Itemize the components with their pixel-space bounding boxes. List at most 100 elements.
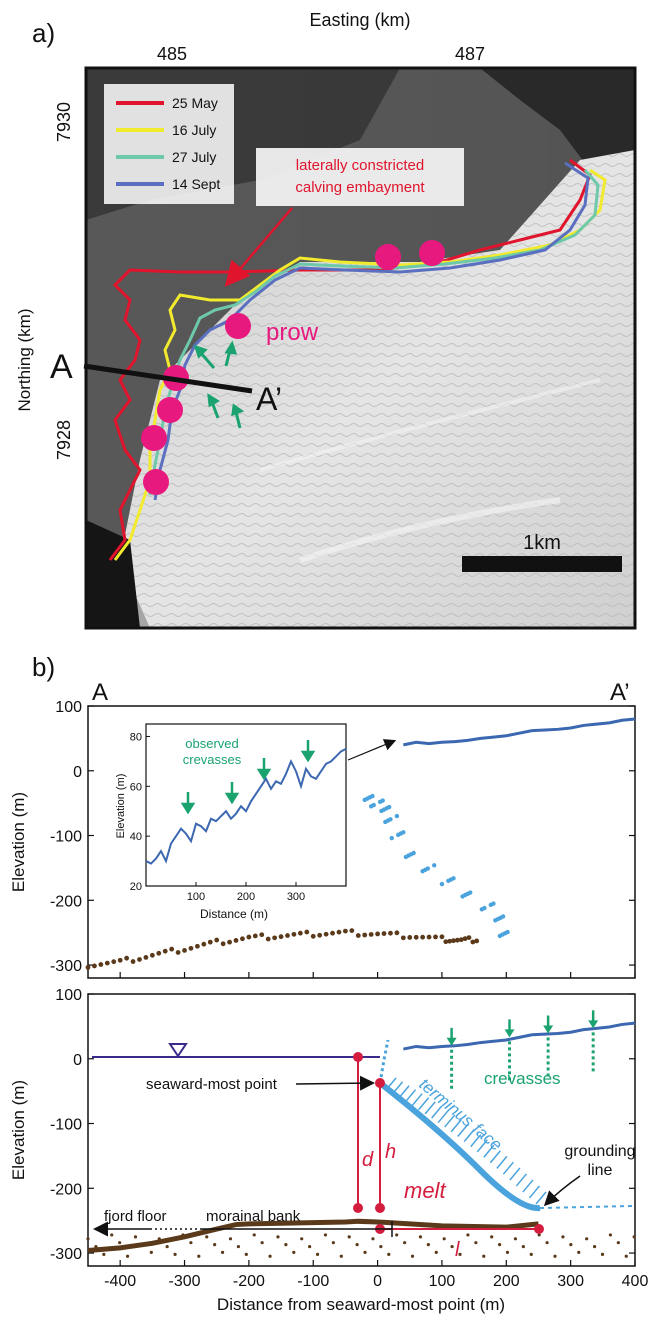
bottom-x-tick-label: -400 xyxy=(104,1273,136,1290)
panel-a-frame xyxy=(84,66,637,630)
bottom-sediment-dot xyxy=(110,1233,114,1237)
bottom-x-tick-label: -200 xyxy=(233,1273,265,1290)
top-bed-point xyxy=(207,939,213,945)
top-face-point xyxy=(505,929,510,935)
top-bed-point xyxy=(400,935,406,941)
bottom-sediment-dot xyxy=(616,1241,620,1245)
bottom-chart: 100 0 -100 -200 -300 -400 -300 -200 -100 0 100 200… xyxy=(9,987,648,1314)
bottom-sediment-dot xyxy=(228,1237,233,1241)
bottom-sediment-dot xyxy=(252,1233,256,1237)
bottom-sediment-dot xyxy=(339,1254,343,1258)
inset-x-tick-label: 300 xyxy=(287,891,305,903)
terminus-line-25-may xyxy=(108,158,592,561)
panel-a-ytick: 7928 xyxy=(54,420,74,460)
inset-xlabel: Distance (m) xyxy=(200,907,268,921)
inset-y-tick-label: 40 xyxy=(130,831,142,843)
top-face-point xyxy=(394,813,400,819)
calving-dot xyxy=(141,425,167,451)
bottom-sediment-dot xyxy=(569,1243,573,1247)
top-bed-point xyxy=(454,937,460,943)
bottom-sediment-dot xyxy=(236,1244,240,1249)
section-line xyxy=(83,363,253,394)
top-bed-point xyxy=(98,962,104,967)
top-bed-point xyxy=(297,930,303,936)
top-bed-point xyxy=(349,928,355,933)
top-face-point xyxy=(482,905,487,911)
bottom-sediment-dot xyxy=(331,1241,335,1245)
hatch-stroke xyxy=(489,1150,501,1164)
bottom-sediment-dot xyxy=(474,1241,478,1245)
top-bed-point xyxy=(272,935,278,941)
bottom-sediment-dot xyxy=(133,1235,138,1239)
bottom-sediment-dot xyxy=(553,1254,557,1258)
bottom-sediment-dot xyxy=(458,1252,462,1256)
bottom-sediment-dot xyxy=(323,1233,328,1237)
bottom-sediment-dot xyxy=(141,1243,146,1247)
bottom-x-tick-label: 100 xyxy=(429,1273,456,1290)
depth-label: d xyxy=(362,1149,374,1171)
hatch-stroke xyxy=(437,1110,449,1124)
top-face-point xyxy=(370,793,375,799)
bottom-y-tick-label: -200 xyxy=(50,1181,82,1198)
section-start-label: A xyxy=(50,348,73,386)
top-bed-point xyxy=(285,933,290,938)
morainal-bank-label: morainal bank xyxy=(206,1208,301,1225)
hatch-stroke xyxy=(424,1101,436,1115)
grounding-line-arrow xyxy=(543,1175,581,1207)
top-bed-point xyxy=(407,935,413,940)
bottom-sediment-dot xyxy=(276,1235,280,1239)
top-bed-point xyxy=(426,934,432,940)
top-bed-point xyxy=(323,931,329,937)
legend-label: 16 July xyxy=(172,122,216,138)
top-bed-point xyxy=(304,929,310,935)
hatch-stroke xyxy=(385,1077,397,1091)
top-face-point xyxy=(371,802,376,808)
bottom-sediment-dot xyxy=(482,1254,486,1258)
hatch-stroke xyxy=(398,1085,410,1099)
top-bed-point xyxy=(233,938,239,943)
top-surface-line xyxy=(403,717,636,747)
top-y-tick-label: -200 xyxy=(50,893,82,910)
hatch-stroke xyxy=(496,1155,508,1169)
bottom-y-tick-label: 100 xyxy=(55,987,82,1004)
top-bed-point xyxy=(394,930,400,936)
bottom-xlabel: Distance from seaward-most point (m) xyxy=(217,1295,505,1314)
top-bed-point xyxy=(130,959,136,964)
embayment-text-line: laterally constricted xyxy=(296,157,424,174)
bottom-x-axis: -400 -300 -200 -100 0 100 200 300 400 xyxy=(104,1260,648,1290)
bottom-x-tick-label: 400 xyxy=(622,1273,649,1290)
geometry-point xyxy=(534,1224,544,1234)
bottom-sediment-dot xyxy=(592,1244,597,1249)
bottom-sediment-dot xyxy=(434,1250,438,1254)
inset-series-line xyxy=(145,748,347,865)
top-y-tick-label: 100 xyxy=(55,699,82,716)
top-face-point xyxy=(468,890,473,895)
top-bed-point xyxy=(169,946,175,952)
fjord-floor-label: fjord floor xyxy=(104,1208,167,1225)
section-end-label: A’ xyxy=(256,381,282,417)
bottom-sediment-dot xyxy=(585,1237,589,1241)
top-y-tick-label: -100 xyxy=(50,829,82,846)
top-bed-point xyxy=(375,931,380,937)
bottom-sediment-dot xyxy=(197,1254,201,1258)
inset-frame xyxy=(145,723,347,887)
hatch-stroke xyxy=(418,1097,430,1111)
top-face-point xyxy=(401,830,406,835)
bottom-sediment-dot xyxy=(244,1252,248,1256)
bottom-sediment-dot xyxy=(363,1250,367,1254)
grounding-line-label: grounding xyxy=(564,1143,635,1160)
panel-a-ylabel: Northing (km) xyxy=(15,309,34,412)
top-bed-point xyxy=(470,939,476,945)
bottom-sediment-dot xyxy=(450,1244,454,1249)
top-face-point xyxy=(451,876,456,881)
hatch-stroke xyxy=(431,1105,443,1119)
embayment-annotation: laterally constricted calving embayment xyxy=(224,148,464,287)
top-bed-point xyxy=(182,948,187,953)
bottom-sediment-dot xyxy=(466,1233,470,1237)
top-bed-point xyxy=(413,934,419,940)
hatch-stroke xyxy=(391,1081,404,1095)
top-series xyxy=(85,717,636,970)
legend: 25 May 16 July 27 July 14 Sept xyxy=(104,84,234,204)
top-bed-point xyxy=(462,936,468,942)
hatch-stroke xyxy=(404,1089,417,1103)
